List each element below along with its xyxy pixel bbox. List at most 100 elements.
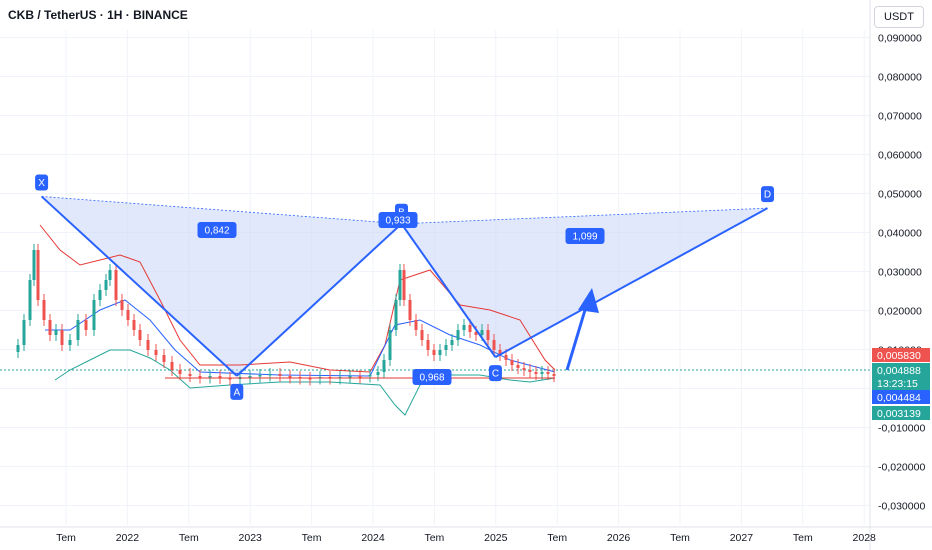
ratio-ac-bg — [412, 369, 452, 385]
x-tick-label: 2025 — [484, 532, 508, 544]
candle-body — [438, 350, 442, 355]
candle-body — [546, 372, 550, 374]
y-tick-label: 0,050000 — [878, 189, 922, 201]
candle-body — [432, 350, 436, 355]
candle-body — [126, 310, 130, 320]
candle-body — [218, 376, 222, 378]
candle-body — [468, 325, 472, 332]
y-tick-label: 0,040000 — [878, 228, 922, 240]
price-tag-bg — [872, 348, 930, 362]
x-tick-label: Tem — [179, 532, 199, 544]
price-tag-bg — [872, 376, 930, 390]
ratio-xab-bg — [197, 222, 237, 238]
candle-body — [146, 340, 150, 350]
candle-body — [120, 300, 124, 310]
candle-body — [42, 300, 46, 320]
candle-body — [228, 378, 232, 380]
candle-body — [208, 376, 212, 378]
y-axis: 0,090000 0,080000 0,070000 0,060000 0,050000… — [869, 0, 925, 550]
candle-body — [132, 320, 136, 330]
bcd-triangle — [401, 208, 768, 358]
y-tick-label: -0,020000 — [878, 462, 925, 474]
candle-body — [258, 375, 262, 377]
candle-body — [376, 372, 380, 375]
y-tick-label: 0,070000 — [878, 111, 922, 123]
y-tick-label: 0,020000 — [878, 306, 922, 318]
candle-body — [444, 345, 448, 350]
y-tick-label: 0,060000 — [878, 150, 922, 162]
candle-body — [528, 370, 532, 372]
candle-body — [48, 320, 52, 335]
y-tick-label: -0,010000 — [878, 423, 925, 435]
candle-body — [426, 340, 430, 350]
x-tick-label: 2028 — [853, 532, 877, 544]
candle-body — [504, 355, 508, 360]
candle-body — [36, 250, 40, 300]
x-tick-label: Tem — [302, 532, 322, 544]
candle-body — [486, 330, 490, 340]
candle-body — [154, 350, 158, 355]
lower-band-line — [54, 349, 556, 416]
candle-body — [108, 270, 112, 280]
candle-body — [54, 330, 58, 335]
pattern-leg — [236, 223, 403, 377]
candle-body — [32, 250, 36, 280]
point-label-x-bg — [35, 174, 49, 191]
point-label-x: X — [38, 178, 45, 189]
point-label-a-bg — [230, 383, 244, 400]
candle-body — [480, 330, 484, 335]
candle-body — [28, 280, 32, 320]
price-tag: 0,003139 — [877, 408, 921, 420]
ratio-abc: 0,933 — [385, 216, 410, 227]
candle-body — [456, 330, 460, 340]
xb-dotted — [41, 196, 402, 225]
x-tick-label: 2024 — [361, 532, 385, 544]
candle-body — [16, 345, 20, 352]
candle-body — [68, 340, 72, 345]
candle-body — [98, 290, 102, 300]
candle-body — [516, 365, 520, 368]
x-tick-label: 2022 — [116, 532, 140, 544]
candle-body — [414, 320, 418, 330]
candle-body — [394, 300, 398, 330]
price-tag: 0,004484 — [877, 392, 921, 404]
candle-body — [188, 374, 192, 376]
candle-body — [162, 355, 166, 362]
candle-body — [92, 300, 96, 330]
candle-body — [534, 372, 538, 374]
point-label-c: C — [492, 369, 499, 380]
price-tag-bg — [872, 406, 930, 420]
point-label-d: D — [764, 190, 771, 201]
candle-body — [382, 360, 386, 372]
candle-body — [170, 362, 174, 370]
pattern-leg — [400, 223, 497, 358]
ratio-abc-bg — [378, 212, 418, 228]
y-tick-label: 0,080000 — [878, 72, 922, 84]
y-tick-label: 0,030000 — [878, 267, 922, 279]
chart-title: CKB / TetherUS · 1H · BINANCE — [8, 8, 188, 22]
ratio-ac: 0,968 — [419, 373, 444, 384]
candle-body — [308, 378, 312, 380]
ratio-xbd-bg — [565, 228, 605, 244]
x-tick-label: Tem — [547, 532, 567, 544]
price-tag-bg — [872, 363, 930, 377]
x-tick-label: Tem — [670, 532, 690, 544]
x-tick-label: 2026 — [607, 532, 631, 544]
price-tag-bg — [872, 390, 930, 404]
upper-band-line — [39, 224, 556, 373]
candle-body — [358, 376, 362, 378]
candle-body — [60, 330, 64, 345]
point-label-d-bg — [761, 186, 774, 203]
price-tag: 13:23:15 — [877, 378, 918, 390]
candle-body — [22, 320, 26, 345]
x-tick-label: 2023 — [239, 532, 263, 544]
currency-button[interactable]: USDT — [874, 6, 924, 28]
candle-body — [498, 350, 502, 355]
candle-body — [368, 375, 372, 377]
xab-triangle — [41, 196, 402, 376]
pattern-leg — [494, 207, 768, 359]
candle-body — [278, 374, 282, 376]
ratio-xbd: 1,099 — [572, 232, 597, 243]
point-label-a: A — [233, 387, 240, 398]
